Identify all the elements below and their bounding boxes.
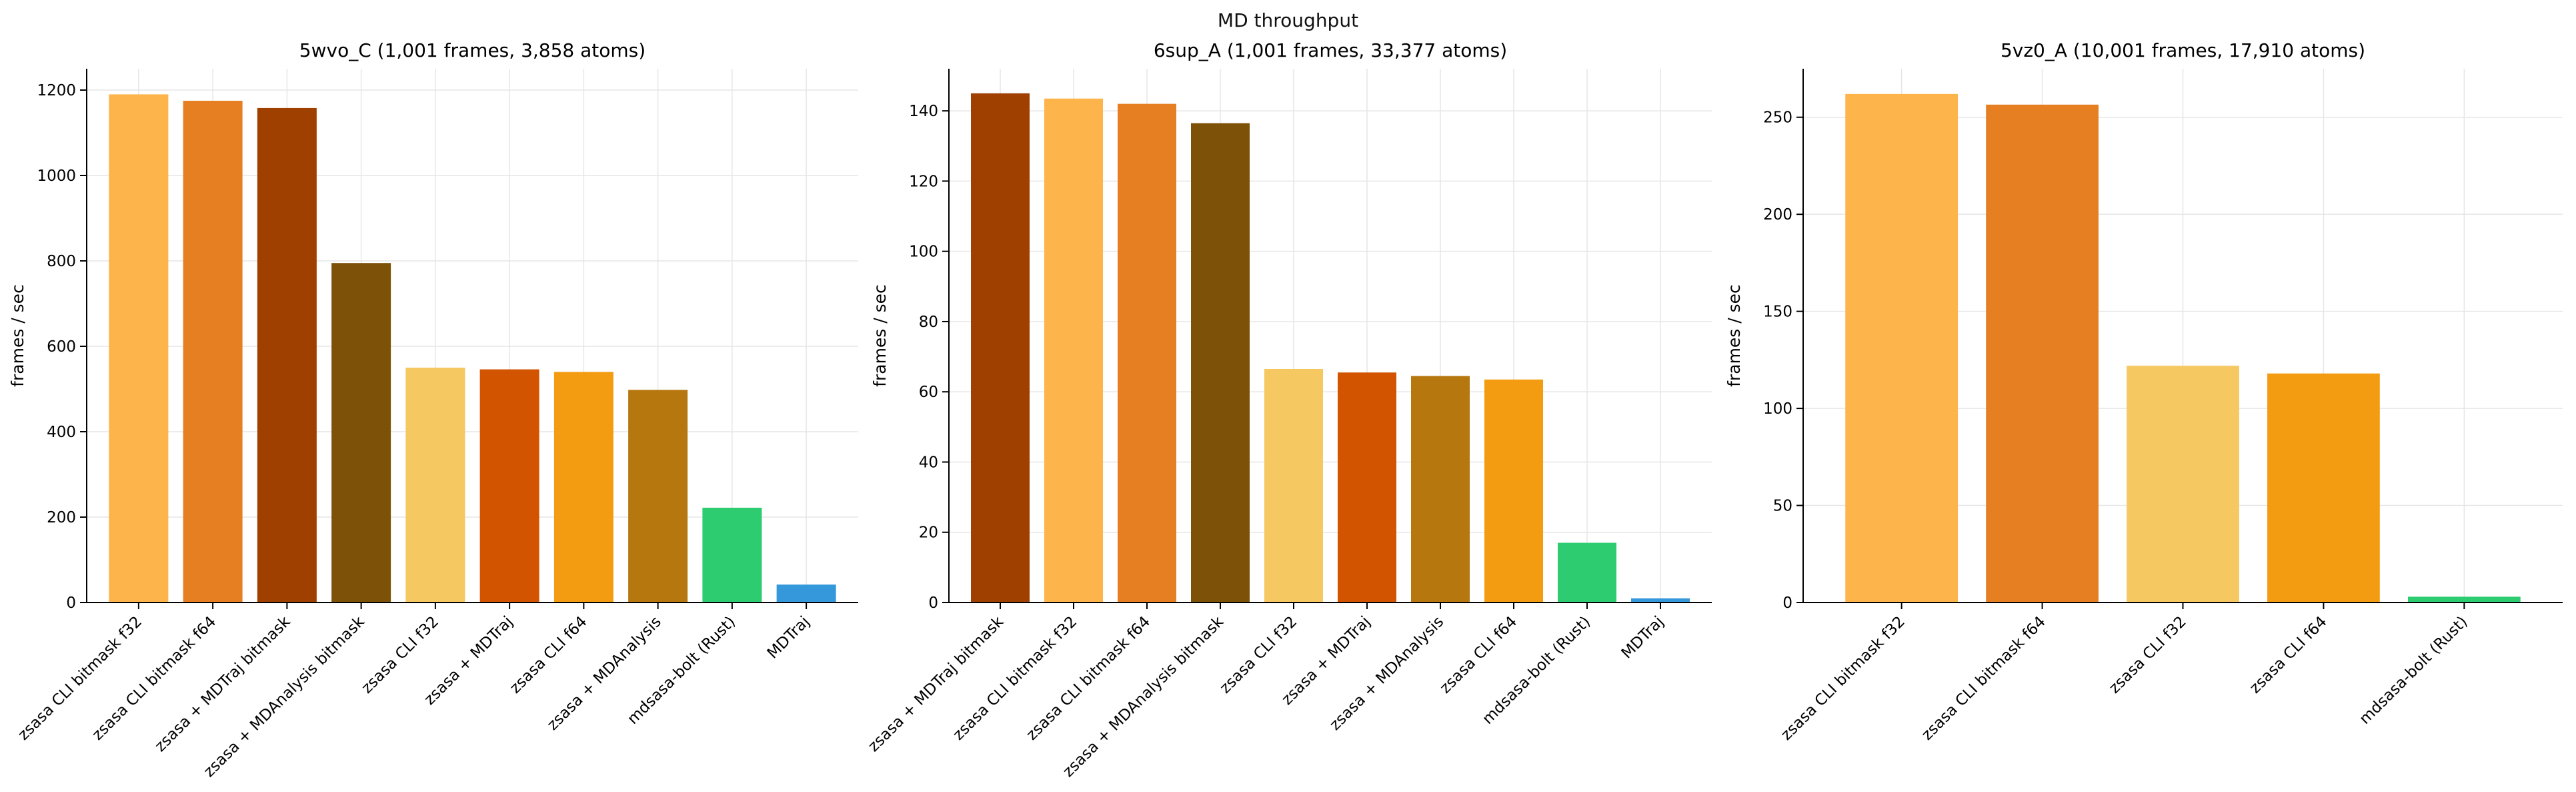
bar-zsasa-cli-f32 — [2127, 366, 2239, 603]
y-tick-label: 0 — [66, 595, 76, 612]
x-tick-label: zsasa CLI bitmask f32 — [15, 613, 145, 744]
y-tick-label: 0 — [1782, 595, 1792, 612]
y-tick-label: 60 — [919, 384, 938, 401]
y-tick-label: 800 — [47, 253, 76, 270]
x-tick-label: zsasa CLI f32 — [1216, 613, 1300, 697]
x-tick-label: zsasa CLI f64 — [1436, 613, 1520, 697]
x-tick-label: zsasa CLI f64 — [507, 613, 591, 697]
x-tick-label: zsasa CLI bitmask f32 — [950, 613, 1080, 744]
y-tick-label: 0 — [928, 595, 938, 612]
bar-zsasa-cli-bitmask-f64 — [183, 101, 243, 603]
bar-zsasa-mdanalysis — [628, 390, 688, 603]
figure-suptitle: MD throughput — [1217, 9, 1359, 31]
bar-zsasa-cli-f32 — [405, 368, 465, 603]
bar-mdsasa-bolt-rust — [1558, 542, 1616, 603]
bar-zsasa-mdtraj — [1338, 372, 1396, 603]
bar-zsasa-cli-bitmask-f32 — [1845, 93, 1959, 603]
y-tick-label: 600 — [47, 338, 76, 356]
x-tick-label: zsasa CLI bitmask f64 — [89, 613, 219, 744]
x-tick-label: zsasa + MDAnalysis bitmask — [1060, 613, 1228, 781]
bar-zsasa-cli-f32 — [1264, 369, 1323, 603]
bar-zsasa-mdanalysis-bitmask — [1191, 123, 1250, 603]
chart-panel-1: 0 200 400 600 800 1000 1200 zsasa CLI bitmask f… — [8, 39, 858, 781]
y-tick-label: 1200 — [37, 82, 76, 99]
y-axis-label: frames / sec — [1724, 284, 1744, 387]
bar-zsasa-cli-bitmask-f32 — [1044, 98, 1103, 603]
chart-panel-2: 0 20 40 60 80 100 120 140 zsasa + MDTraj bitmask… — [865, 39, 1712, 781]
x-tick-label: zsasa CLI bitmask f64 — [1918, 613, 2049, 744]
bar-mdtraj — [776, 584, 836, 603]
y-axis-label: frames / sec — [870, 284, 890, 387]
y-tick-label: 100 — [909, 244, 938, 261]
y-tick-label: 200 — [47, 509, 76, 526]
y-tick-label: 200 — [1763, 206, 1792, 224]
x-tick-label: zsasa CLI f32 — [2106, 613, 2190, 697]
y-tick-label: 1000 — [37, 167, 76, 185]
x-tick-label: zsasa + MDAnalysis bitmask — [201, 613, 369, 781]
x-tick-label: zsasa CLI f64 — [2247, 613, 2331, 697]
chart-title: 6sup_A (1,001 frames, 33,377 atoms) — [1154, 39, 1507, 61]
x-tick-label: mdsasa-bolt (Rust) — [2357, 613, 2471, 728]
bar-zsasa-mdanalysis — [1411, 376, 1470, 603]
bar-zsasa-cli-f64 — [2267, 373, 2380, 603]
y-tick-label: 100 — [1763, 400, 1792, 418]
bar-zsasa-mdanalysis-bitmask — [331, 263, 391, 603]
y-tick-label: 120 — [909, 173, 938, 190]
bar-zsasa-mdtraj-bitmask — [971, 93, 1030, 603]
y-tick-label: 80 — [919, 314, 938, 331]
y-tick-label: 40 — [919, 454, 938, 471]
bar-mdsasa-bolt-rust — [2407, 597, 2521, 603]
y-tick-label: 250 — [1763, 109, 1792, 127]
y-tick-label: 50 — [1773, 498, 1792, 515]
y-tick-label: 140 — [909, 103, 938, 120]
y-tick-label: 20 — [919, 524, 938, 542]
x-tick-label: zsasa + MDTraj bitmask — [151, 613, 294, 755]
bar-zsasa-cli-bitmask-f32 — [109, 94, 169, 603]
y-tick-label: 150 — [1763, 304, 1792, 321]
y-tick-label: 400 — [47, 424, 76, 441]
bar-zsasa-cli-f64 — [1484, 379, 1543, 603]
chart-title: 5wvo_C (1,001 frames, 3,858 atoms) — [299, 39, 646, 61]
x-tick-label: zsasa + MDTraj bitmask — [865, 613, 1008, 755]
bar-mdtraj — [1631, 598, 1690, 603]
x-tick-label: MDTraj — [764, 613, 814, 663]
chart-title: 5vz0_A (10,001 frames, 17,910 atoms) — [2001, 39, 2365, 61]
bar-zsasa-cli-bitmask-f64 — [1986, 104, 2099, 603]
x-tick-label: zsasa CLI bitmask f64 — [1023, 613, 1154, 744]
bar-mdsasa-bolt-rust — [702, 507, 762, 603]
bar-zsasa-cli-bitmask-f64 — [1118, 103, 1176, 603]
x-tick-label: zsasa CLI f32 — [358, 613, 442, 697]
y-axis-label: frames / sec — [8, 284, 27, 387]
bar-zsasa-mdtraj — [479, 369, 539, 603]
bar-zsasa-mdtraj-bitmask — [257, 107, 317, 603]
x-tick-label: zsasa CLI bitmask f32 — [1778, 613, 1908, 744]
bar-zsasa-cli-f64 — [553, 372, 613, 603]
x-tick-label: MDTraj — [1618, 613, 1668, 663]
